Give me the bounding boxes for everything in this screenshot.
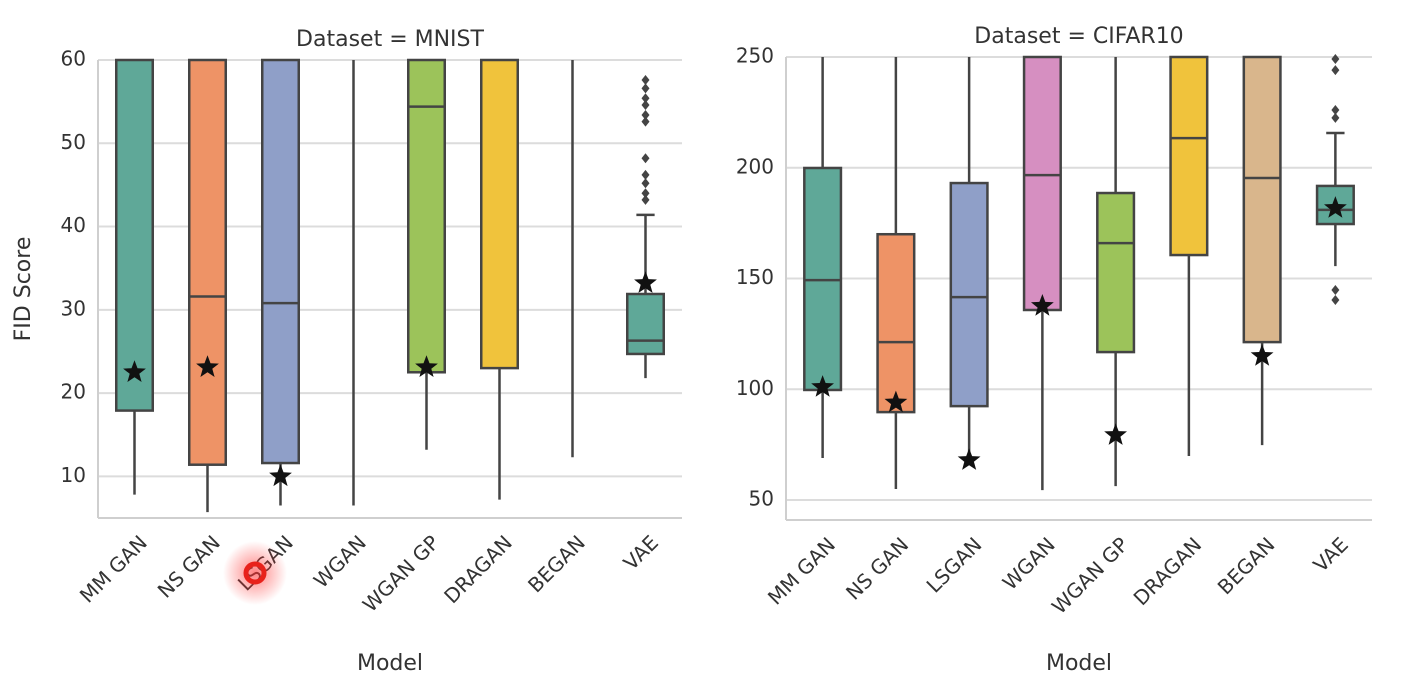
chart-title: Dataset = MNIST <box>296 27 484 52</box>
outlier <box>1331 53 1340 64</box>
click-ring <box>243 561 267 585</box>
box <box>949 181 989 408</box>
x-tick-label: LSGAN <box>922 532 987 597</box>
x-tick-label: DRAGAN <box>439 530 517 608</box>
star-marker <box>884 390 908 413</box>
x-tick-label: VAE <box>619 530 663 574</box>
outlier <box>641 109 650 120</box>
charts: Dataset = MNIST Model FID Score 10 20 30 40 50 6… <box>11 24 1372 676</box>
box <box>480 58 519 370</box>
y-tick-label: 50 <box>749 487 774 511</box>
box <box>876 232 916 414</box>
y-tick-label: 10 <box>61 463 86 487</box>
chart-panel: Dataset = CIFAR10 Model 50 100 150 200 250 MM G… <box>736 24 1372 676</box>
star-marker <box>957 448 981 470</box>
x-tick-label: NS GAN <box>153 530 225 602</box>
outlier <box>641 153 650 164</box>
x-tick-label: WGAN <box>998 532 1060 594</box>
y-tick-label: 40 <box>61 213 86 237</box>
star-marker <box>196 355 219 377</box>
star-marker <box>269 464 292 487</box>
x-tick-label: NS GAN <box>841 532 913 604</box>
box <box>626 292 665 356</box>
box <box>1096 191 1136 354</box>
x-tick-label: BEGAN <box>1213 532 1280 599</box>
outlier <box>1331 295 1340 306</box>
y-tick-label: 100 <box>736 376 774 400</box>
y-tick-label: 250 <box>736 44 774 68</box>
x-tick-label: WGAN GP <box>1047 532 1133 618</box>
outlier <box>641 74 650 85</box>
box <box>1242 55 1282 344</box>
outlier <box>641 169 650 180</box>
star-marker <box>1250 344 1274 366</box>
box <box>1169 55 1209 257</box>
x-tick-label: DRAGAN <box>1129 532 1207 610</box>
star-marker <box>1324 196 1347 218</box>
box <box>188 58 227 466</box>
click-indicator <box>223 541 287 605</box>
outlier <box>641 99 650 110</box>
star-marker <box>634 271 657 293</box>
star-marker <box>1031 294 1054 316</box>
y-tick-label: 50 <box>61 130 86 154</box>
y-tick-label: 60 <box>61 47 86 71</box>
y-axis-label: FID Score <box>11 237 36 342</box>
x-tick-label: VAE <box>1308 532 1352 576</box>
outlier <box>1331 104 1340 115</box>
outlier <box>1331 285 1340 296</box>
box <box>115 58 154 412</box>
outlier <box>1331 112 1340 123</box>
outlier <box>641 188 650 199</box>
y-tick-label: 150 <box>736 265 774 289</box>
star-marker <box>811 375 834 397</box>
star-marker <box>415 355 438 377</box>
x-tick-label: MM GAN <box>75 530 152 607</box>
outlier <box>1331 65 1340 76</box>
y-tick-label: 200 <box>736 154 774 178</box>
chart-panel: Dataset = MNIST Model FID Score 10 20 30 40 50 6… <box>11 27 682 676</box>
outlier <box>641 116 650 127</box>
x-axis-label: Model <box>1046 651 1112 676</box>
x-axis-label: Model <box>357 651 423 676</box>
star-marker <box>123 360 146 382</box>
outlier <box>641 178 650 189</box>
x-tick-label: MM GAN <box>763 532 840 609</box>
x-tick-label: BEGAN <box>523 530 590 597</box>
box <box>261 58 300 465</box>
click-glow <box>223 541 287 605</box>
outlier <box>641 194 650 205</box>
chart-title: Dataset = CIFAR10 <box>974 24 1183 49</box>
x-tick-label: WGAN <box>309 530 371 592</box>
y-tick-label: 20 <box>61 380 86 404</box>
star-marker <box>1104 423 1127 445</box>
y-tick-label: 30 <box>61 296 86 320</box>
outlier <box>641 93 650 104</box>
box <box>1022 55 1062 312</box>
x-tick-label: WGAN GP <box>358 530 444 616</box>
outlier <box>641 83 650 94</box>
